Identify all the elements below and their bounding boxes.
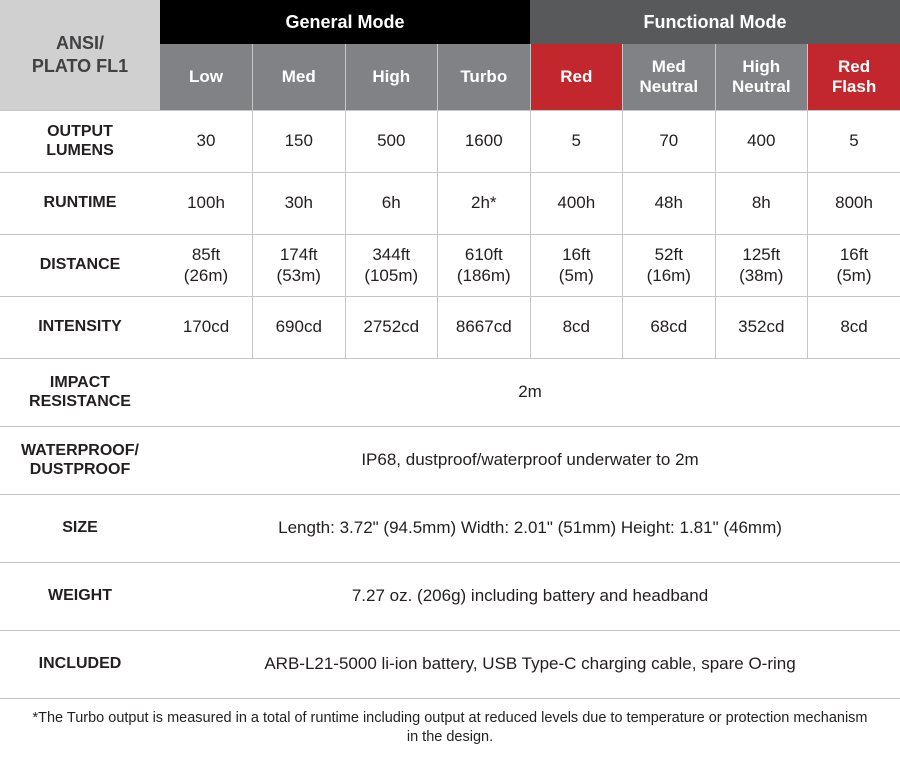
cell-intensity-low: 170cd (160, 296, 253, 358)
row-label-weight: WEIGHT (0, 562, 160, 630)
cell-distance-med: 174ft(53m) (253, 234, 346, 296)
cell-size-value: Length: 3.72" (94.5mm) Width: 2.01" (51m… (160, 494, 900, 562)
col-med-neutral: MedNeutral (623, 44, 716, 110)
cell-intensity-redflash: 8cd (808, 296, 900, 358)
row-label-size: SIZE (0, 494, 160, 562)
cell-output-redflash: 5 (808, 110, 900, 172)
cell-runtime-highneutral: 8h (715, 172, 808, 234)
row-label-distance: DISTANCE (0, 234, 160, 296)
col-turbo: Turbo (438, 44, 531, 110)
cell-included-value: ARB-L21-5000 li-ion battery, USB Type-C … (160, 630, 900, 698)
row-intensity: INTENSITY 170cd 690cd 2752cd 8667cd 8cd … (0, 296, 900, 358)
cell-intensity-highneutral: 352cd (715, 296, 808, 358)
group-functional-mode: Functional Mode (530, 0, 900, 44)
cell-intensity-med: 690cd (253, 296, 346, 358)
row-output: OUTPUTLUMENS 30 150 500 1600 5 70 400 5 (0, 110, 900, 172)
cell-runtime-red: 400h (530, 172, 623, 234)
cell-runtime-low: 100h (160, 172, 253, 234)
row-weight: WEIGHT 7.27 oz. (206g) including battery… (0, 562, 900, 630)
row-included: INCLUDED ARB-L21-5000 li-ion battery, US… (0, 630, 900, 698)
cell-distance-turbo: 610ft(186m) (438, 234, 531, 296)
cell-distance-redflash: 16ft(5m) (808, 234, 900, 296)
row-label-included: INCLUDED (0, 630, 160, 698)
cell-intensity-turbo: 8667cd (438, 296, 531, 358)
cell-runtime-high: 6h (345, 172, 438, 234)
cell-output-highneutral: 400 (715, 110, 808, 172)
group-general-mode: General Mode (160, 0, 530, 44)
row-impact: IMPACTRESISTANCE 2m (0, 358, 900, 426)
cell-distance-low: 85ft(26m) (160, 234, 253, 296)
col-med: Med (253, 44, 346, 110)
row-label-intensity: INTENSITY (0, 296, 160, 358)
footnote-turbo: *The Turbo output is measured in a total… (0, 699, 900, 748)
cell-output-med: 150 (253, 110, 346, 172)
col-red-flash: RedFlash (808, 44, 900, 110)
row-distance: DISTANCE 85ft(26m) 174ft(53m) 344ft(105m… (0, 234, 900, 296)
cell-impact-value: 2m (160, 358, 900, 426)
cell-weight-value: 7.27 oz. (206g) including battery and he… (160, 562, 900, 630)
col-red: Red (530, 44, 623, 110)
row-label-runtime: RUNTIME (0, 172, 160, 234)
row-label-impact: IMPACTRESISTANCE (0, 358, 160, 426)
spec-table: ANSI/PLATO FL1 General Mode Functional M… (0, 0, 900, 699)
corner-ansi-plato: ANSI/PLATO FL1 (0, 0, 160, 110)
cell-runtime-medneutral: 48h (623, 172, 716, 234)
cell-intensity-high: 2752cd (345, 296, 438, 358)
col-high-neutral: HighNeutral (715, 44, 808, 110)
cell-output-low: 30 (160, 110, 253, 172)
cell-output-turbo: 1600 (438, 110, 531, 172)
row-size: SIZE Length: 3.72" (94.5mm) Width: 2.01"… (0, 494, 900, 562)
cell-runtime-med: 30h (253, 172, 346, 234)
cell-intensity-red: 8cd (530, 296, 623, 358)
cell-output-red: 5 (530, 110, 623, 172)
row-label-output: OUTPUTLUMENS (0, 110, 160, 172)
row-runtime: RUNTIME 100h 30h 6h 2h* 400h 48h 8h 800h (0, 172, 900, 234)
cell-intensity-medneutral: 68cd (623, 296, 716, 358)
col-high: High (345, 44, 438, 110)
cell-waterproof-value: IP68, dustproof/waterproof underwater to… (160, 426, 900, 494)
cell-runtime-redflash: 800h (808, 172, 900, 234)
row-label-waterproof: WATERPROOF/DUSTPROOF (0, 426, 160, 494)
row-waterproof: WATERPROOF/DUSTPROOF IP68, dustproof/wat… (0, 426, 900, 494)
cell-runtime-turbo: 2h* (438, 172, 531, 234)
cell-distance-red: 16ft(5m) (530, 234, 623, 296)
cell-output-high: 500 (345, 110, 438, 172)
cell-distance-medneutral: 52ft(16m) (623, 234, 716, 296)
cell-distance-high: 344ft(105m) (345, 234, 438, 296)
cell-distance-highneutral: 125ft(38m) (715, 234, 808, 296)
col-low: Low (160, 44, 253, 110)
cell-output-medneutral: 70 (623, 110, 716, 172)
